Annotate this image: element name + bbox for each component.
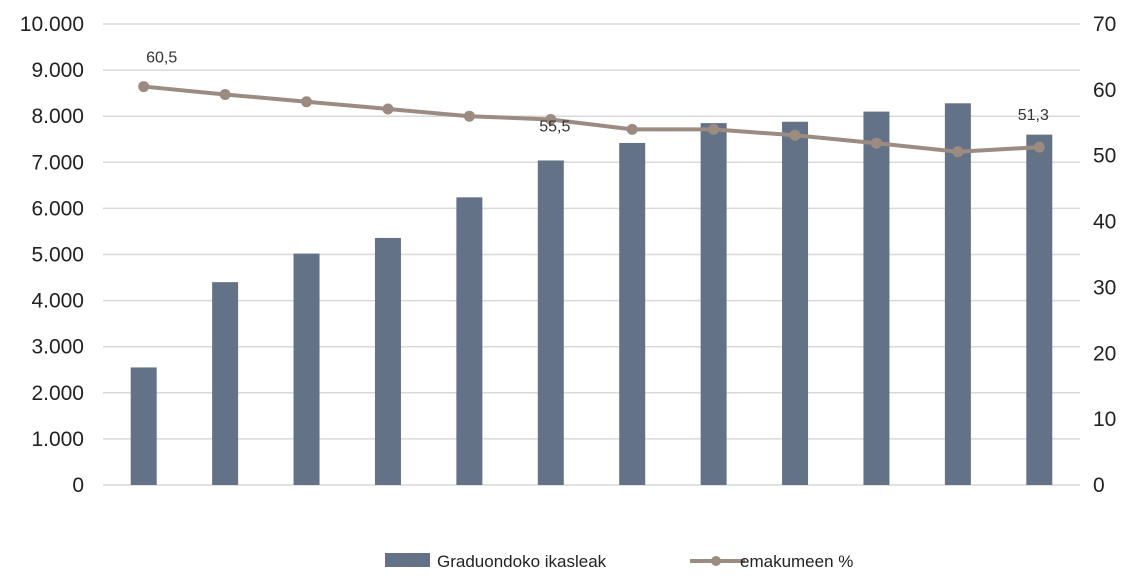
right-y-axis: 0 10 20 30 40 50 60 70 bbox=[1093, 13, 1116, 497]
legend-bar-label: Graduondoko ikasleak bbox=[437, 552, 607, 571]
line-series-emakumeen-pct bbox=[138, 81, 1045, 158]
y-right-tick-label: 30 bbox=[1093, 276, 1116, 299]
y-right-tick-label: 50 bbox=[1093, 145, 1116, 168]
legend-line-marker bbox=[711, 556, 721, 566]
legend: Graduondoko ikasleak emakumeen % bbox=[385, 552, 853, 571]
bar bbox=[212, 282, 239, 485]
line-point bbox=[301, 96, 313, 108]
y-right-tick-label: 20 bbox=[1093, 342, 1116, 365]
data-label: 51,3 bbox=[1018, 107, 1049, 124]
y-left-tick-label: 8.000 bbox=[31, 105, 84, 128]
y-right-tick-label: 70 bbox=[1093, 13, 1116, 36]
y-left-tick-label: 2.000 bbox=[31, 382, 84, 405]
y-left-tick-label: 3.000 bbox=[31, 336, 84, 359]
bar bbox=[537, 160, 564, 485]
y-right-tick-label: 60 bbox=[1093, 79, 1116, 102]
y-right-tick-label: 10 bbox=[1093, 408, 1116, 431]
bar bbox=[863, 111, 890, 485]
bar bbox=[130, 367, 157, 485]
bar bbox=[782, 121, 809, 486]
line-point bbox=[219, 88, 231, 100]
bar bbox=[619, 142, 646, 486]
y-left-tick-label: 6.000 bbox=[31, 197, 84, 220]
line-point bbox=[545, 113, 557, 125]
bar-series-graduondoko-ikasleak bbox=[130, 103, 1053, 486]
data-label: 60,5 bbox=[146, 50, 177, 67]
data-label: 55,5 bbox=[539, 118, 570, 135]
bar bbox=[374, 237, 401, 485]
y-left-tick-label: 1.000 bbox=[31, 428, 84, 451]
line-point bbox=[626, 123, 638, 135]
y-left-tick-label: 0 bbox=[72, 474, 84, 497]
y-left-tick-label: 7.000 bbox=[31, 151, 84, 174]
data-labels: 60,5 55,5 51,3 bbox=[146, 50, 1049, 136]
bar bbox=[700, 123, 727, 486]
y-left-tick-label: 10.000 bbox=[20, 13, 84, 36]
bar bbox=[944, 103, 971, 486]
y-left-tick-label: 9.000 bbox=[31, 59, 84, 82]
left-y-axis: 0 1.000 2.000 3.000 4.000 5.000 6.000 7.000 8.00… bbox=[20, 13, 84, 497]
line-point bbox=[870, 137, 882, 149]
line-point bbox=[138, 81, 150, 93]
line-point bbox=[463, 110, 475, 122]
legend-line-label: emakumeen % bbox=[740, 552, 853, 571]
y-right-tick-label: 40 bbox=[1093, 211, 1116, 234]
y-right-tick-label: 0 bbox=[1093, 474, 1105, 497]
legend-bar-swatch bbox=[385, 553, 430, 567]
bar bbox=[456, 197, 483, 485]
line-point bbox=[382, 103, 394, 115]
line-point bbox=[1033, 141, 1045, 153]
bar bbox=[1026, 134, 1053, 485]
series-line bbox=[143, 84, 1040, 154]
y-left-tick-label: 5.000 bbox=[31, 244, 84, 267]
bar bbox=[293, 253, 320, 485]
line-point bbox=[789, 129, 801, 141]
line-point bbox=[952, 146, 964, 158]
line-point bbox=[708, 123, 720, 135]
y-left-tick-label: 4.000 bbox=[31, 290, 84, 313]
grid-lines bbox=[103, 23, 1080, 486]
